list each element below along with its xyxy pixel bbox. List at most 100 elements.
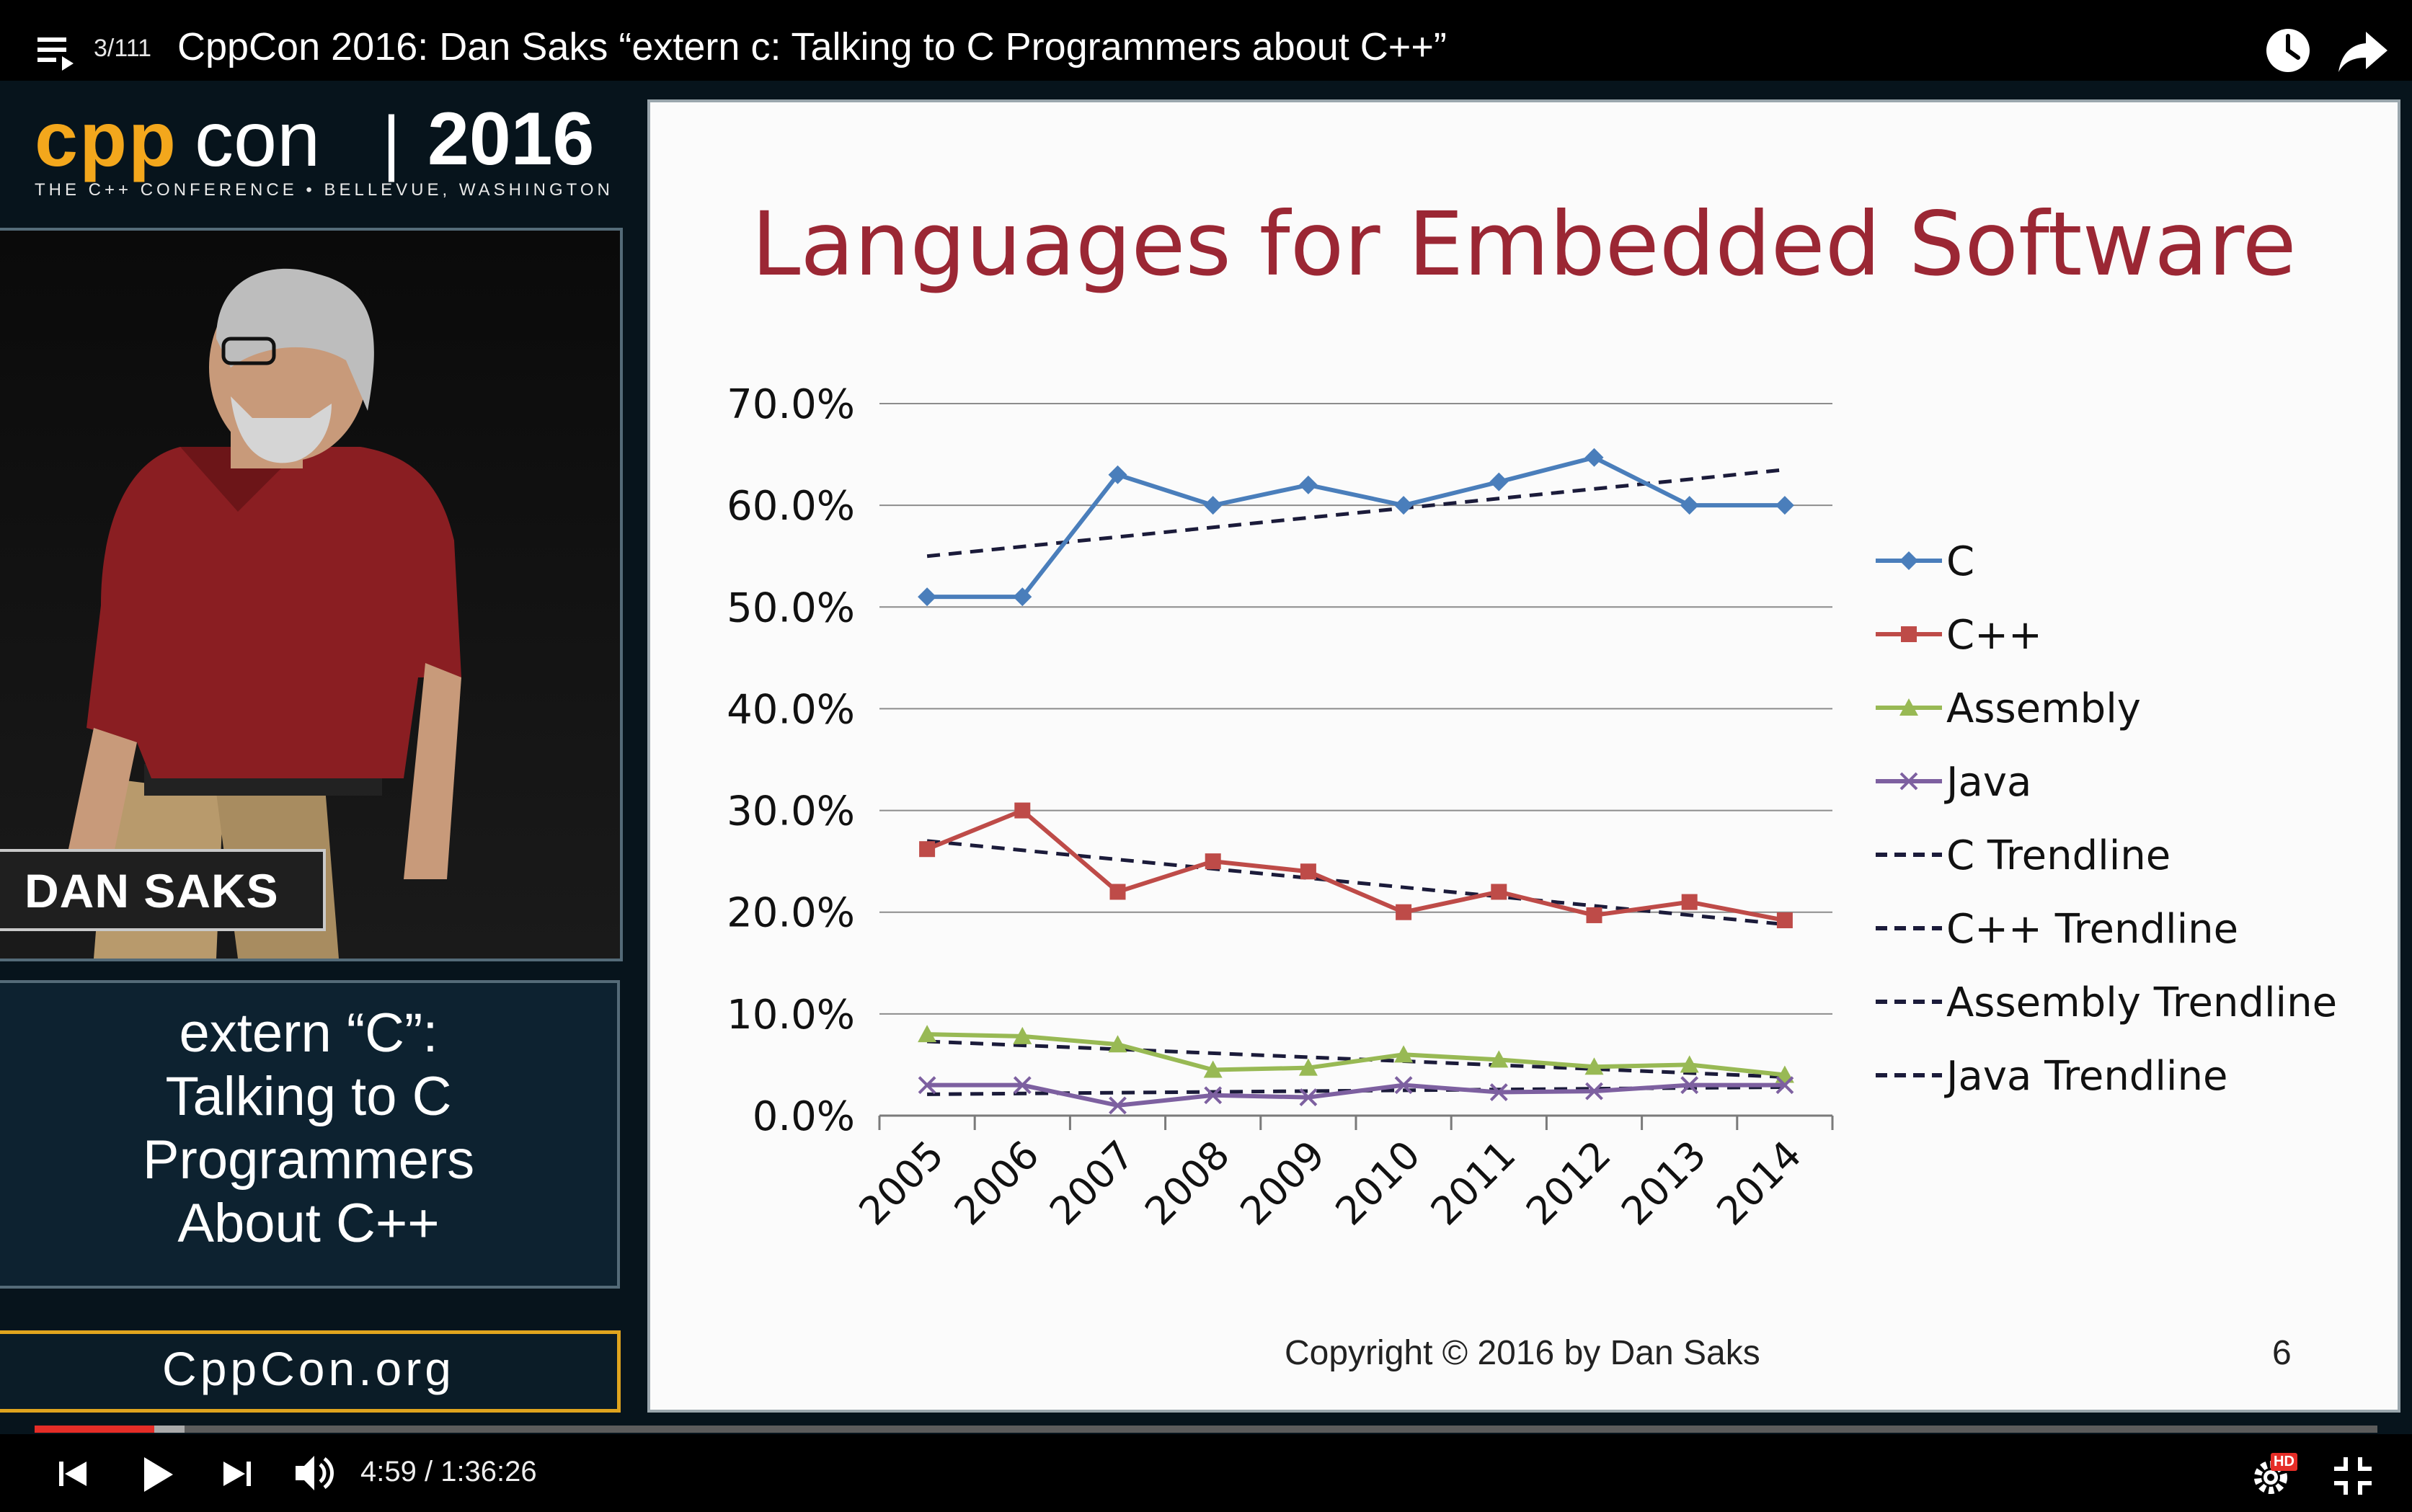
data-point bbox=[1584, 1057, 1604, 1075]
play-button[interactable] bbox=[137, 1454, 177, 1495]
share-icon[interactable] bbox=[2337, 29, 2389, 75]
data-point bbox=[1491, 884, 1507, 900]
speaker-name: DAN SAKS bbox=[25, 864, 279, 917]
x-tick-label: 2007 bbox=[1041, 1132, 1143, 1235]
data-point bbox=[1584, 448, 1604, 467]
data-point bbox=[1203, 1060, 1223, 1078]
y-tick-label: 30.0% bbox=[727, 788, 855, 835]
y-tick-label: 20.0% bbox=[727, 890, 855, 937]
logo-year: 2016 bbox=[427, 97, 595, 181]
data-point bbox=[1013, 587, 1032, 607]
x-tick-label: 2006 bbox=[946, 1132, 1048, 1235]
previous-button[interactable] bbox=[55, 1456, 91, 1492]
watch-later-icon[interactable] bbox=[2264, 26, 2313, 75]
talk-title-line: extern “C”: bbox=[179, 1002, 438, 1064]
legend-label: Java Trendline bbox=[1944, 1053, 2227, 1100]
data-point bbox=[1108, 465, 1127, 484]
line-chart: 0.0% 10.0% 20.0% 30.0% 40.0% 50.0% 60.0% 70.0% 2… bbox=[727, 381, 2337, 1235]
legend-label: C++ Trendline bbox=[1946, 906, 2238, 953]
logo-con: con bbox=[195, 95, 321, 182]
data-point bbox=[1680, 1055, 1699, 1073]
data-point bbox=[1489, 1050, 1509, 1068]
data-point bbox=[1108, 1035, 1127, 1053]
data-point bbox=[919, 841, 936, 858]
data-point bbox=[1109, 1096, 1127, 1115]
logo-separator: | bbox=[382, 102, 401, 182]
legend-label: C++ bbox=[1946, 612, 2042, 659]
data-point bbox=[1299, 1088, 1318, 1107]
speaker-video bbox=[0, 228, 623, 961]
data-point bbox=[1109, 884, 1126, 900]
data-point bbox=[1300, 863, 1316, 880]
data-point bbox=[1775, 1076, 1794, 1095]
speaker-name-plate: DAN SAKS bbox=[0, 849, 326, 931]
data-point bbox=[1394, 1076, 1413, 1095]
playlist-icon[interactable] bbox=[36, 32, 79, 75]
hd-badge: HD bbox=[2271, 1453, 2297, 1471]
site-url: CppCon.org bbox=[162, 1342, 455, 1395]
y-tick-label: 10.0% bbox=[727, 992, 855, 1039]
data-point bbox=[1394, 1045, 1414, 1063]
player-top-bar bbox=[0, 0, 2412, 81]
slide-title: Languages for Embedded Software bbox=[751, 193, 2297, 295]
legend-label: Assembly bbox=[1946, 685, 2141, 732]
series-line bbox=[926, 808, 1786, 922]
x-tick-label: 2005 bbox=[851, 1132, 953, 1235]
talk-title-box: extern “C”: Talking to C Programmers Abo… bbox=[0, 980, 620, 1289]
next-button[interactable] bbox=[219, 1456, 255, 1492]
y-tick-label: 70.0% bbox=[727, 381, 855, 428]
slide-number: 6 bbox=[2272, 1334, 2292, 1372]
series-line bbox=[927, 1082, 1785, 1108]
data-point bbox=[1013, 1026, 1032, 1044]
data-point bbox=[1586, 907, 1602, 923]
data-point bbox=[1899, 772, 1918, 791]
logo-tagline: THE C++ CONFERENCE • BELLEVUE, WASHINGTO… bbox=[35, 180, 613, 200]
y-tick-label: 60.0% bbox=[727, 483, 855, 530]
exit-fullscreen-icon[interactable] bbox=[2330, 1453, 2376, 1499]
data-point bbox=[1776, 912, 1793, 929]
volume-button[interactable] bbox=[291, 1450, 337, 1496]
x-tick-label: 2011 bbox=[1422, 1132, 1525, 1235]
data-point bbox=[1489, 1083, 1508, 1101]
data-point bbox=[918, 1076, 936, 1095]
talk-title-line: About C++ bbox=[177, 1193, 440, 1254]
data-point bbox=[1298, 1058, 1318, 1076]
site-banner: CppCon.org bbox=[0, 1330, 621, 1413]
x-tick-label: 2010 bbox=[1327, 1132, 1429, 1235]
x-tick-label: 2008 bbox=[1136, 1132, 1238, 1235]
data-point bbox=[1203, 496, 1223, 515]
data-point bbox=[1396, 904, 1412, 920]
logo-cpp: cpp bbox=[35, 95, 178, 182]
data-point bbox=[1899, 698, 1918, 716]
data-point bbox=[1204, 1086, 1223, 1105]
video-title[interactable]: CppCon 2016: Dan Saks “extern c: Talking… bbox=[177, 25, 1447, 68]
talk-title-line: Talking to C bbox=[165, 1066, 452, 1127]
data-point bbox=[918, 1025, 937, 1043]
data-point bbox=[1014, 802, 1031, 819]
trendline bbox=[926, 1039, 1786, 1079]
legend-label: Java bbox=[1944, 759, 2031, 806]
slide-copyright: Copyright © 2016 by Dan Saks bbox=[1285, 1334, 1760, 1372]
time-display: 4:59 / 1:36:26 bbox=[360, 1456, 537, 1487]
x-tick-label: 2012 bbox=[1517, 1132, 1620, 1235]
legend-label: C bbox=[1946, 538, 1974, 585]
x-tick-label: 2014 bbox=[1708, 1132, 1810, 1235]
legend-label: C Trendline bbox=[1946, 832, 2171, 879]
data-point bbox=[1680, 1076, 1699, 1095]
progress-played bbox=[35, 1426, 154, 1433]
progress-bar[interactable] bbox=[35, 1426, 2377, 1433]
data-point bbox=[1775, 496, 1794, 515]
player-controls-bar bbox=[0, 1434, 2412, 1512]
data-point bbox=[1901, 626, 1917, 642]
y-tick-label: 0.0% bbox=[753, 1093, 855, 1140]
legend-label: Assembly Trendline bbox=[1946, 979, 2337, 1026]
data-point bbox=[1585, 1082, 1603, 1100]
x-tick-label: 2009 bbox=[1231, 1132, 1334, 1235]
data-point bbox=[1298, 475, 1318, 494]
series-line bbox=[927, 1032, 1786, 1077]
y-tick-label: 40.0% bbox=[727, 686, 855, 733]
y-tick-label: 50.0% bbox=[727, 584, 855, 631]
trendline bbox=[926, 468, 1786, 559]
data-point bbox=[918, 587, 937, 607]
data-point bbox=[1681, 894, 1698, 910]
